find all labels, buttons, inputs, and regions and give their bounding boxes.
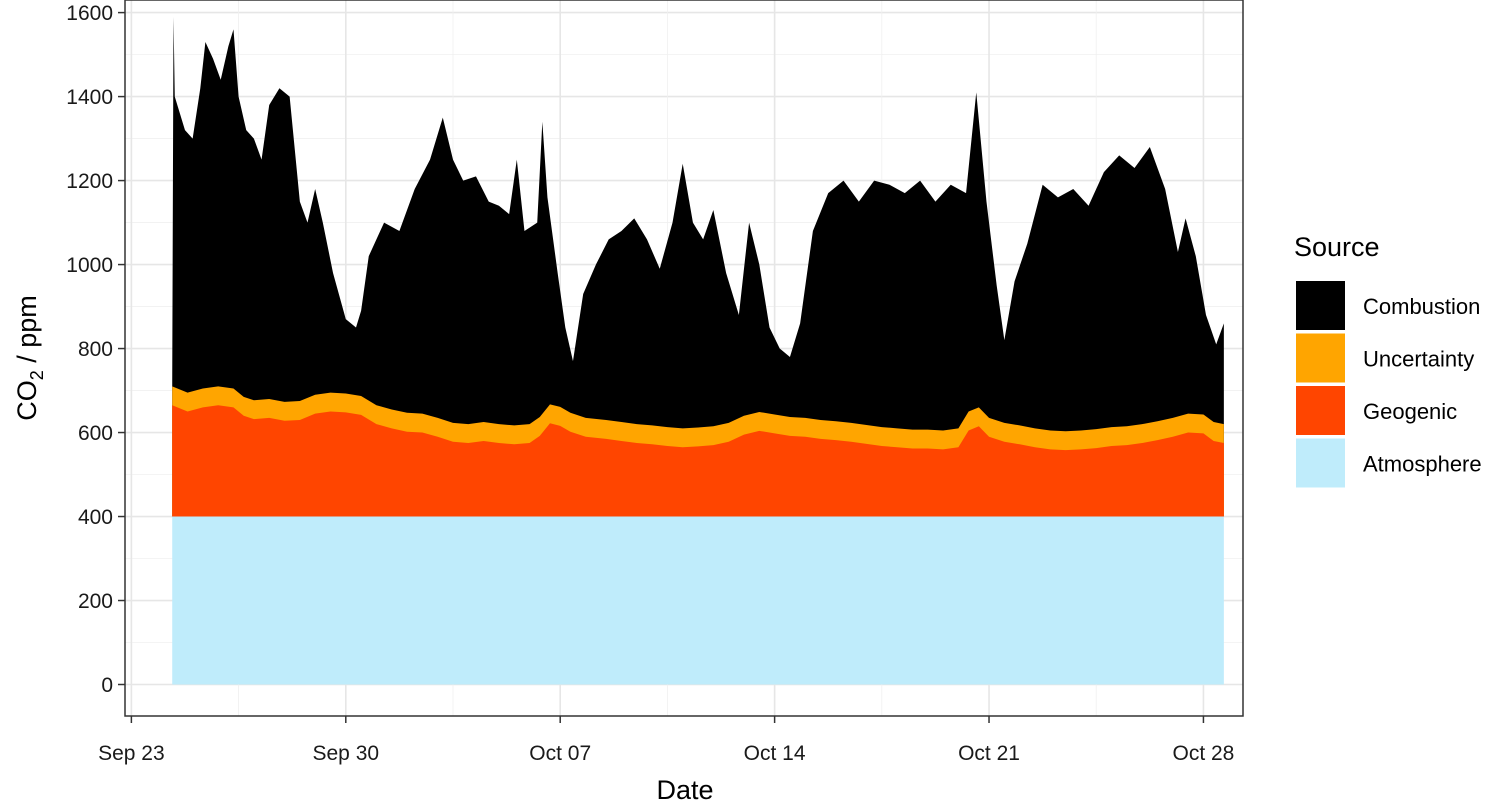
legend-key-geogenic	[1296, 386, 1345, 435]
y-axis-title-base: CO	[12, 380, 42, 421]
x-tick-label: Oct 28	[1172, 742, 1234, 765]
plot-border	[124, 0, 1244, 717]
x-tick-label: Sep 30	[313, 742, 380, 765]
legend-key-atmosphere	[1296, 438, 1345, 488]
legend-title: Source	[1294, 232, 1380, 262]
y-tick-label: 600	[78, 422, 113, 445]
y-tick-label: 1200	[66, 170, 113, 193]
x-axis: Sep 23 Sep 30 Oct 07 Oct 14 Oct 21 Oct 28	[98, 716, 1234, 765]
legend-label-combustion: Combustion	[1363, 294, 1480, 319]
x-axis-title: Date	[656, 775, 713, 805]
y-axis-title-suffix: / ppm	[12, 295, 42, 370]
y-tick-label: 1000	[66, 254, 113, 277]
legend: Source Combustion Uncertainty Geogenic Atmo…	[1294, 232, 1482, 488]
y-axis: 0 200 400 600 800 1000 1200 1400 1600	[66, 2, 125, 697]
legend-label-geogenic: Geogenic	[1363, 399, 1457, 424]
y-tick-label: 1600	[66, 2, 113, 25]
x-tick-label: Oct 21	[958, 742, 1020, 765]
legend-key-uncertainty	[1296, 333, 1345, 383]
legend-label-uncertainty: Uncertainty	[1363, 347, 1474, 372]
y-tick-label: 200	[78, 590, 113, 613]
y-tick-label: 1400	[66, 86, 113, 109]
y-axis-title: CO2 / ppm	[12, 295, 47, 421]
y-tick-label: 400	[78, 506, 113, 529]
area-geogenic	[172, 405, 1224, 517]
area-combustion	[172, 16, 1224, 517]
y-tick-label: 800	[78, 338, 113, 361]
x-tick-label: Sep 23	[98, 742, 165, 765]
stacked-areas	[172, 16, 1224, 685]
y-tick-label: 0	[101, 674, 113, 697]
y-axis-title-subscript: 2	[27, 370, 47, 380]
legend-label-atmosphere: Atmosphere	[1363, 452, 1482, 477]
legend-key-combustion	[1296, 281, 1345, 330]
x-tick-label: Oct 07	[529, 742, 591, 765]
area-atmosphere	[172, 516, 1224, 685]
x-tick-label: Oct 14	[744, 742, 806, 765]
